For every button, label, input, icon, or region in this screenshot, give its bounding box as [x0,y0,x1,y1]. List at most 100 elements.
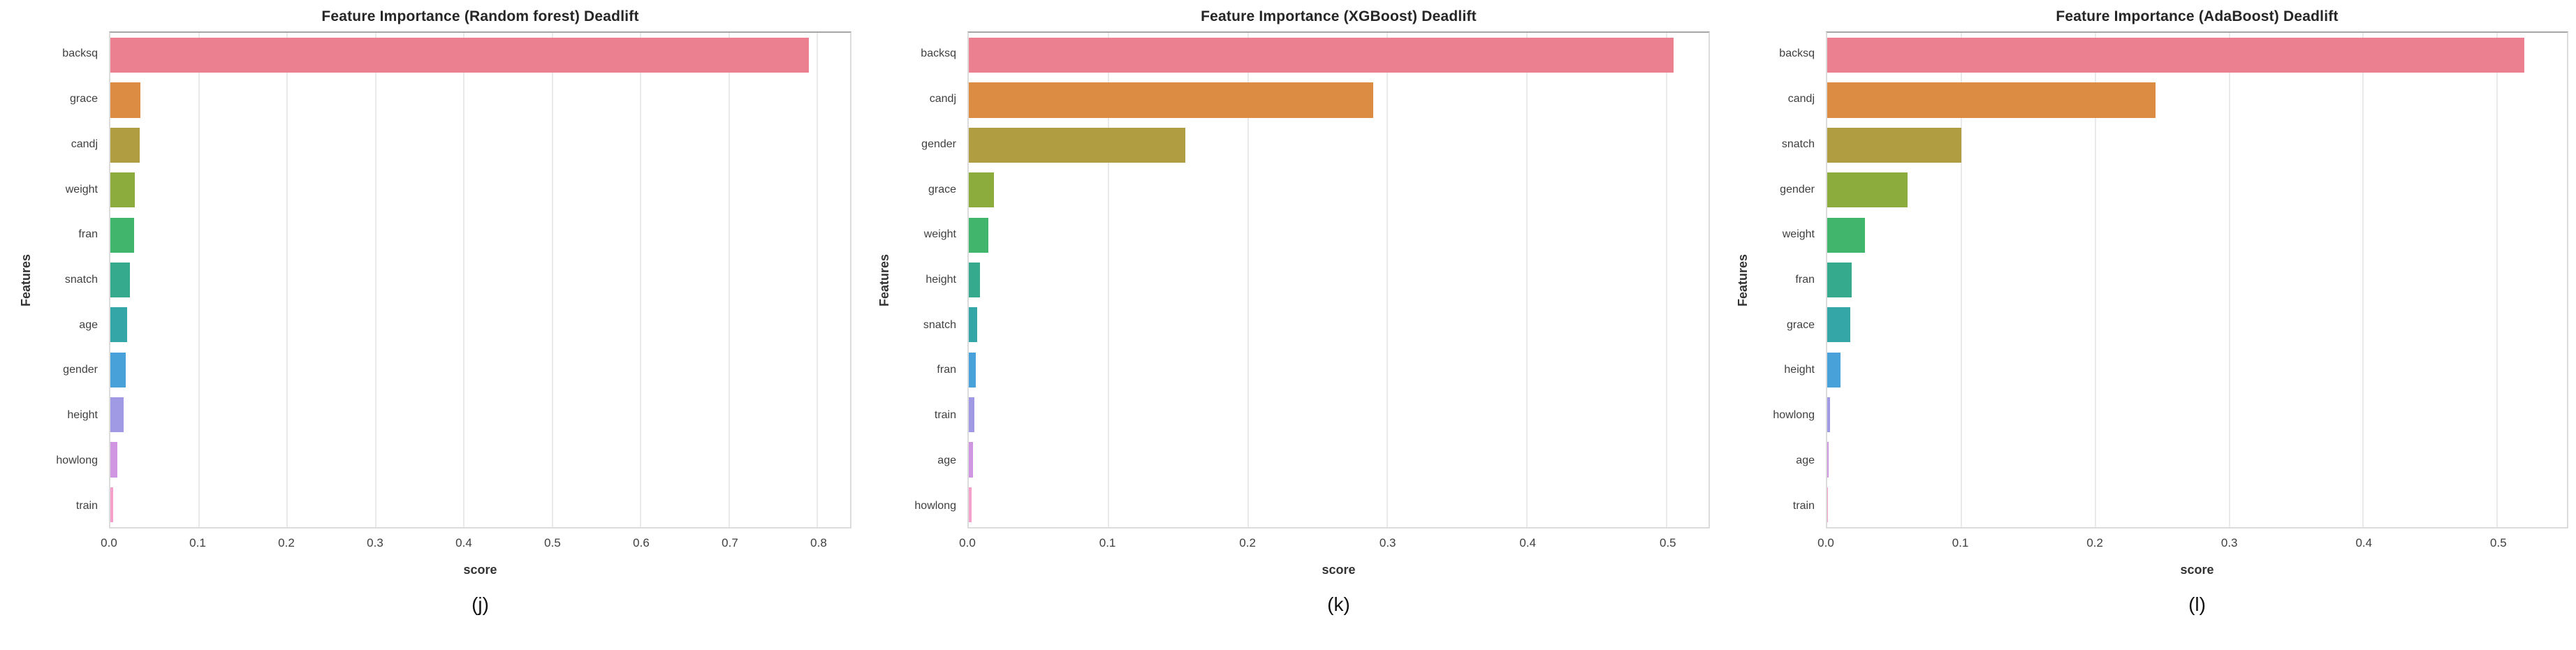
y-tick-label: candj [71,138,98,150]
y-tick-label: weight [923,228,956,241]
bar-train [1827,487,1828,522]
y-tick-label: backsq [62,47,98,60]
y-tick-label: height [67,409,98,422]
gridline [374,33,376,527]
y-tick-label: height [925,274,956,286]
y-tick-label: age [79,318,98,331]
y-tick-label: weight [65,183,98,195]
x-tick-label: 0.6 [633,536,650,549]
y-tick-label: backsq [921,47,956,60]
gridline [463,33,465,527]
y-tick-label: grace [928,183,956,195]
x-tick-label: 0.4 [455,536,472,549]
bar-train [969,397,974,433]
gridline [2094,33,2096,527]
chart-panel-random-forest: Feature Importance (Random forest) Deadl… [0,0,858,650]
chart-title: Feature Importance (AdaBoost) Deadlift [2056,8,2339,24]
x-tick-label: 0.3 [2220,536,2238,549]
gridline [1107,33,1109,527]
x-tick-label: 0.2 [1239,536,1256,549]
y-tick-labels: backsq candj snatch gender weight fran grace he… [1717,31,1820,529]
y-tick-labels: backsq candj gender grace weight height snatch… [858,31,962,529]
x-tick-label: 0.0 [101,536,117,549]
gridline [198,33,200,527]
y-tick-labels: backsq grace candj weight fran snatch age gende… [0,31,103,529]
plot-area [1826,31,2568,529]
gridline [1960,33,1962,527]
y-tick-label: fran [1795,274,1815,286]
plot-area [109,31,851,529]
x-axis-title: score [2180,563,2214,577]
y-tick-label: age [1796,454,1815,466]
y-tick-label: candj [929,93,956,105]
y-tick-label: weight [1782,228,1815,241]
bar-age [969,442,973,478]
bar-height [969,262,980,298]
subfigure-caption: (l) [2188,593,2206,615]
y-tick-label: train [1792,499,1815,512]
x-tick-label: 0.5 [2490,536,2507,549]
y-tick-label: howlong [1773,409,1815,422]
bar-howlong [110,442,118,478]
y-tick-label: age [937,454,956,466]
bar-howlong [969,487,972,522]
bar-weight [969,217,988,253]
x-tick-label: 0.1 [189,536,206,549]
bar-gender [969,127,1185,163]
x-tick-label: 0.4 [1519,536,1537,549]
x-tick-label: 0.8 [810,536,827,549]
y-tick-label: fran [78,228,98,241]
x-tick-labels: 0.0 0.1 0.2 0.3 0.4 0.5 [1817,536,2568,554]
y-tick-label: gender [921,138,956,150]
y-tick-label: snatch [1781,138,1815,150]
bar-candj [110,127,140,163]
x-tick-label: 0.5 [544,536,561,549]
bar-candj [969,82,1374,118]
bar-weight [1827,217,1865,253]
gridline [1247,33,1249,527]
bar-weight [110,172,136,208]
x-axis-title: score [463,563,497,577]
gridline [551,33,553,527]
y-tick-label: snatch [923,318,956,331]
y-tick-label: gender [1780,183,1815,195]
chart-panel-xgboost: Feature Importance (XGBoost) Deadlift Fe… [858,0,1717,650]
x-tick-label: 0.3 [1379,536,1396,549]
x-tick-label: 0.2 [2086,536,2103,549]
bar-height [110,397,124,433]
bar-backsq [1827,38,2524,73]
y-tick-label: grace [69,93,98,105]
x-tick-label: 0.1 [1099,536,1116,549]
subfigure-caption: (j) [471,593,489,615]
y-tick-label: howlong [56,454,98,466]
bar-gender [110,352,126,387]
x-tick-labels: 0.0 0.1 0.2 0.3 0.4 0.5 [959,536,1710,554]
gridline [1386,33,1389,527]
x-tick-label: 0.3 [367,536,383,549]
bar-age [1827,442,1829,478]
bar-fran [969,352,976,387]
plot-area [967,31,1710,529]
chart-title: Feature Importance (Random forest) Deadl… [321,8,639,24]
gridline [817,33,819,527]
y-tick-label: snatch [64,274,98,286]
y-tick-label: backsq [1779,47,1815,60]
gridline [2362,33,2364,527]
bar-candj [1827,82,2156,118]
chart-panel-adaboost: Feature Importance (AdaBoost) Deadlift F… [1717,0,2575,650]
x-tick-label: 0.0 [1817,536,1834,549]
gridline [728,33,730,527]
y-tick-label: train [934,409,956,422]
y-tick-label: candj [1787,93,1815,105]
bar-snatch [1827,127,1961,163]
x-tick-labels: 0.0 0.1 0.2 0.3 0.4 0.5 0.6 0.7 0.8 [101,536,851,554]
x-tick-label: 0.4 [2355,536,2373,549]
bar-fran [110,217,135,253]
gridline [286,33,288,527]
gridline [1526,33,1528,527]
gridline [2496,33,2498,527]
subfigure-caption: (k) [1327,593,1350,615]
x-tick-label: 0.1 [1952,536,1969,549]
y-tick-label: height [1784,364,1815,376]
bar-grace [1827,307,1850,343]
